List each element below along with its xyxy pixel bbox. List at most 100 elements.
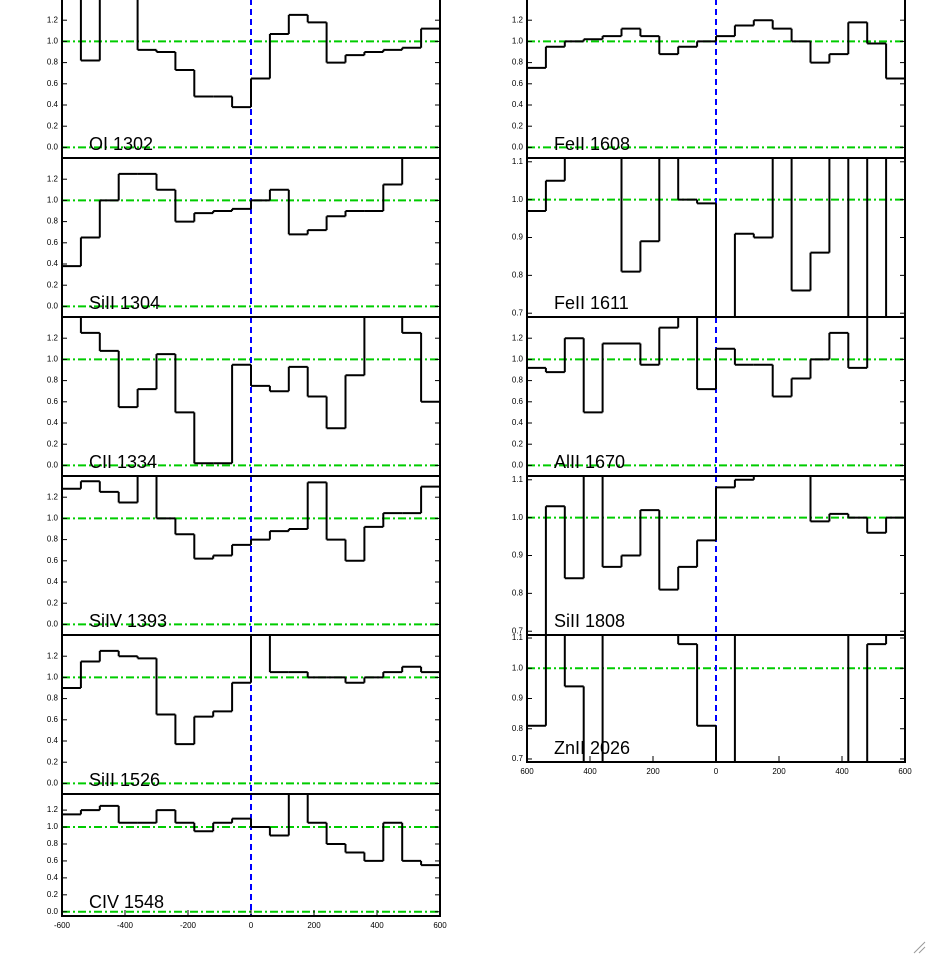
y-tick-label: 0.8 (47, 376, 59, 385)
x-tick-label: 200 (772, 767, 786, 776)
x-tick-label: 0 (714, 767, 719, 776)
panel-title: SiII 1808 (554, 611, 625, 631)
y-tick-label: 0.7 (512, 754, 524, 763)
plot-area (62, 476, 440, 635)
y-tick-label: 0.0 (512, 461, 524, 470)
panel: 0.0 0.2 0.4 0.6 0.8 1.0 1.2 FeII 1608 (512, 0, 906, 159)
panel-title: FeII 1608 (554, 134, 630, 154)
y-tick-label: 0.9 (512, 694, 524, 703)
y-tick-label: 1.0 (47, 822, 59, 831)
y-tick-label: 1.0 (512, 37, 524, 46)
panel-title: ZnII 2026 (554, 738, 630, 758)
panel-title: SiIV 1393 (89, 611, 167, 631)
panel: 0.0 0.2 0.4 0.6 0.8 1.0 1.2 AlII 1670 (512, 316, 906, 477)
y-tick-label: 1.2 (47, 174, 59, 183)
plot-area (527, 317, 905, 476)
y-tick-label: 0.2 (47, 121, 59, 130)
y-tick-label: 0.6 (512, 79, 524, 88)
y-tick-label: 0.8 (47, 694, 59, 703)
y-tick-label: 0.8 (512, 588, 524, 597)
y-tick-label: 1.1 (512, 475, 524, 484)
plot-area (62, 317, 440, 476)
y-tick-label: 1.0 (512, 663, 524, 672)
y-tick-label: 0.6 (512, 397, 524, 406)
y-tick-label: 0.0 (512, 143, 524, 152)
plot-area (62, 0, 440, 158)
panel: 0.7 0.8 0.9 1.0 1.1 FeII 1611 (512, 157, 906, 318)
y-tick-label: 0.0 (47, 461, 59, 470)
y-tick-label: 0.6 (47, 238, 59, 247)
y-tick-label: 0.2 (47, 890, 59, 899)
y-tick-label: 0.9 (512, 233, 524, 242)
panel: 0.0 0.2 0.4 0.6 0.8 1.0 1.2 CII 1334 (47, 316, 441, 477)
x-tick-label: 200 (646, 767, 660, 776)
panel-title: SiII 1526 (89, 770, 160, 790)
x-tick-label: 600 (433, 921, 447, 930)
x-tick-label: 0 (249, 921, 254, 930)
x-tick-label: 400 (835, 767, 849, 776)
y-tick-label: 1.0 (47, 514, 59, 523)
x-tick-label: -600 (54, 921, 71, 930)
y-tick-label: 0.8 (512, 58, 524, 67)
y-tick-label: 0.4 (47, 100, 59, 109)
y-tick-label: 0.8 (47, 217, 59, 226)
y-tick-label: 0.9 (512, 551, 524, 560)
plot-area (527, 635, 905, 762)
y-tick-label: 1.2 (47, 333, 59, 342)
x-tick-label: 600 (520, 767, 534, 776)
y-tick-label: 0.4 (47, 577, 59, 586)
y-tick-label: 1.1 (512, 633, 524, 642)
y-tick-label: 0.7 (512, 308, 524, 317)
x-tick-label: 200 (307, 921, 321, 930)
plot-area (62, 158, 440, 317)
y-tick-label: 0.2 (47, 757, 59, 766)
panel: 0.0 0.2 0.4 0.6 0.8 1.0 1.2 SiII 1526 (47, 634, 441, 795)
y-tick-label: 1.2 (47, 805, 59, 814)
y-tick-label: 0.0 (47, 620, 59, 629)
y-tick-label: 0.4 (47, 736, 59, 745)
y-tick-label: 0.4 (512, 100, 524, 109)
y-tick-label: 0.6 (47, 715, 59, 724)
y-tick-label: 0.2 (512, 121, 524, 130)
y-tick-label: 0.4 (47, 873, 59, 882)
y-tick-label: 1.0 (47, 196, 59, 205)
y-tick-label: 1.2 (47, 651, 59, 660)
y-tick-label: 0.8 (512, 376, 524, 385)
y-tick-label: 0.8 (47, 535, 59, 544)
y-tick-label: 0.2 (512, 439, 524, 448)
y-tick-label: 0.2 (47, 598, 59, 607)
y-tick-label: 0.0 (47, 143, 59, 152)
plot-area (62, 635, 440, 794)
y-tick-label: 0.8 (47, 58, 59, 67)
panel: 0.7 0.8 0.9 1.0 1.1 SiII 1808 (512, 475, 906, 636)
y-tick-label: 1.2 (47, 15, 59, 24)
y-tick-label: 0.4 (47, 418, 59, 427)
y-tick-label: 1.2 (512, 333, 524, 342)
y-tick-label: 1.2 (512, 15, 524, 24)
panel-title: OI 1302 (89, 134, 153, 154)
plot-area (527, 0, 905, 158)
y-tick-label: 1.0 (512, 355, 524, 364)
panel-title: AlII 1670 (554, 452, 625, 472)
y-tick-label: 1.0 (47, 673, 59, 682)
panel-title: FeII 1611 (554, 293, 629, 313)
y-tick-label: 1.0 (512, 195, 524, 204)
panel-title: CIV 1548 (89, 892, 164, 912)
y-tick-label: 0.8 (47, 839, 59, 848)
y-tick-label: 1.2 (47, 492, 59, 501)
panel-title: CII 1334 (89, 452, 157, 472)
y-tick-label: 1.0 (512, 513, 524, 522)
y-tick-label: 0.4 (512, 418, 524, 427)
panel: 0.0 0.2 0.4 0.6 0.8 1.0 1.2 SiII 1304 (47, 157, 441, 318)
y-tick-label: 1.1 (512, 157, 524, 166)
y-tick-label: 0.7 (512, 626, 524, 635)
y-tick-label: 1.0 (47, 355, 59, 364)
y-tick-label: 0.0 (47, 907, 59, 916)
panel-title: SiII 1304 (89, 293, 160, 313)
y-tick-label: 0.4 (47, 259, 59, 268)
x-tick-label: 400 (583, 767, 597, 776)
y-tick-label: 0.6 (47, 556, 59, 565)
resize-grip (913, 941, 926, 954)
y-tick-label: 0.0 (47, 779, 59, 788)
panel: 0.0 0.2 0.4 0.6 0.8 1.0 1.2 OI 1302 (47, 0, 441, 159)
